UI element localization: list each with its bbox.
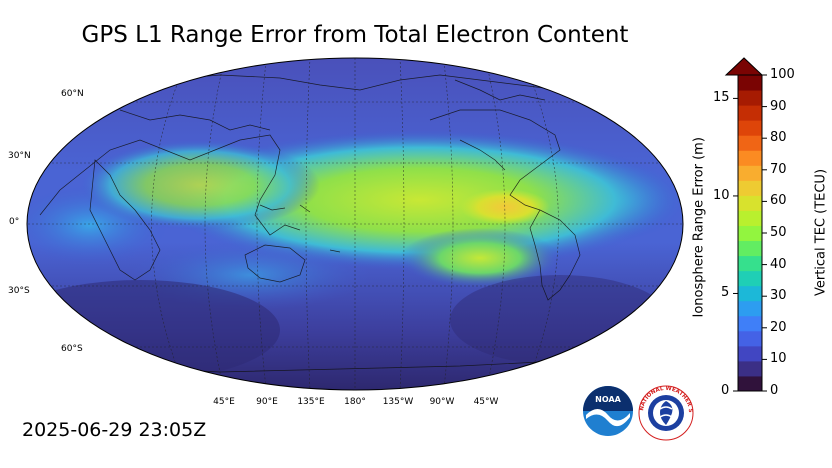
nws-logo: NATIONAL WEATHER SERVICE [638,385,694,441]
graticule [27,58,683,390]
lon-label-180: 180° [344,397,366,407]
colorbar-left-label: Ionosphere Range Error (m) [691,137,707,318]
lon-label-45e: 45°E [213,397,235,407]
lat-label-60n: 60°N [61,89,84,99]
colorbar-segment [738,225,762,242]
colorbar-segment [738,315,762,332]
colorbar-segment [738,345,762,362]
colorbar-segment [738,330,762,347]
colorbar-right-tick-label: 0 [770,383,779,398]
colorbar-segment [738,135,762,151]
lon-label-45w: 45°W [473,397,499,407]
lon-label-90w: 90°W [429,397,455,407]
colorbar-segment [738,255,762,272]
colorbar-left-tick-label: 15 [713,90,730,106]
colorbar-segment [738,300,762,317]
colorbar-right-tick-label: 60 [770,193,787,209]
colorbar-segment [738,120,762,136]
map-title: GPS L1 Range Error from Total Electron C… [81,22,629,48]
colorbar-segment [738,360,762,377]
noaa-logo-text: NOAA [595,395,621,404]
colorbar-left-tick-label: 5 [721,285,730,301]
colorbar-right-tick-label: 40 [770,256,787,272]
colorbar-segment [738,105,762,121]
colorbar-segment [738,180,762,196]
colorbar-segment [738,75,762,91]
lon-label-135w: 135°W [382,397,414,407]
colorbar-left-tick-label: 10 [713,187,730,203]
colorbar-segment [738,240,762,257]
noaa-logo: NOAA [583,386,633,436]
colorbar-segment [738,270,762,287]
colorbar-extend-arrow [724,57,764,76]
colorbar-right-tick-label: 80 [770,130,787,146]
colorbar-right-tick-label: 10 [770,351,787,367]
colorbar-segment [738,90,762,106]
colorbar-segment [738,375,762,392]
colorbar-right-tick-label: 50 [770,225,787,240]
colorbar-right-label: Vertical TEC (TECU) [813,168,829,297]
lat-label-60s: 60°S [61,344,83,354]
colorbar-segment [738,165,762,181]
tec-field [27,58,683,390]
colorbar-right-tick-label: 100 [770,67,795,82]
lat-label-30n: 30°N [8,151,31,161]
lon-label-90e: 90°E [256,397,278,407]
colorbar-segment [738,210,762,226]
lat-label-equator: 0° [9,217,20,227]
colorbar-right-tick-label: 30 [770,288,787,304]
tec-map [26,57,684,391]
colorbar-segment [738,285,762,302]
colorbar-right-tick-label: 20 [770,319,787,335]
colorbar-left-tick-label: 0 [721,383,730,398]
colorbar-right-tick-label: 90 [770,98,787,114]
colorbar-right-tick-label: 70 [770,161,787,177]
lon-label-135e: 135°E [297,397,325,407]
timestamp: 2025-06-29 23:05Z [22,419,207,441]
colorbar [724,57,767,392]
colorbar-segment [738,150,762,166]
colorbar-segment [738,195,762,211]
lat-label-30s: 30°S [8,286,30,296]
